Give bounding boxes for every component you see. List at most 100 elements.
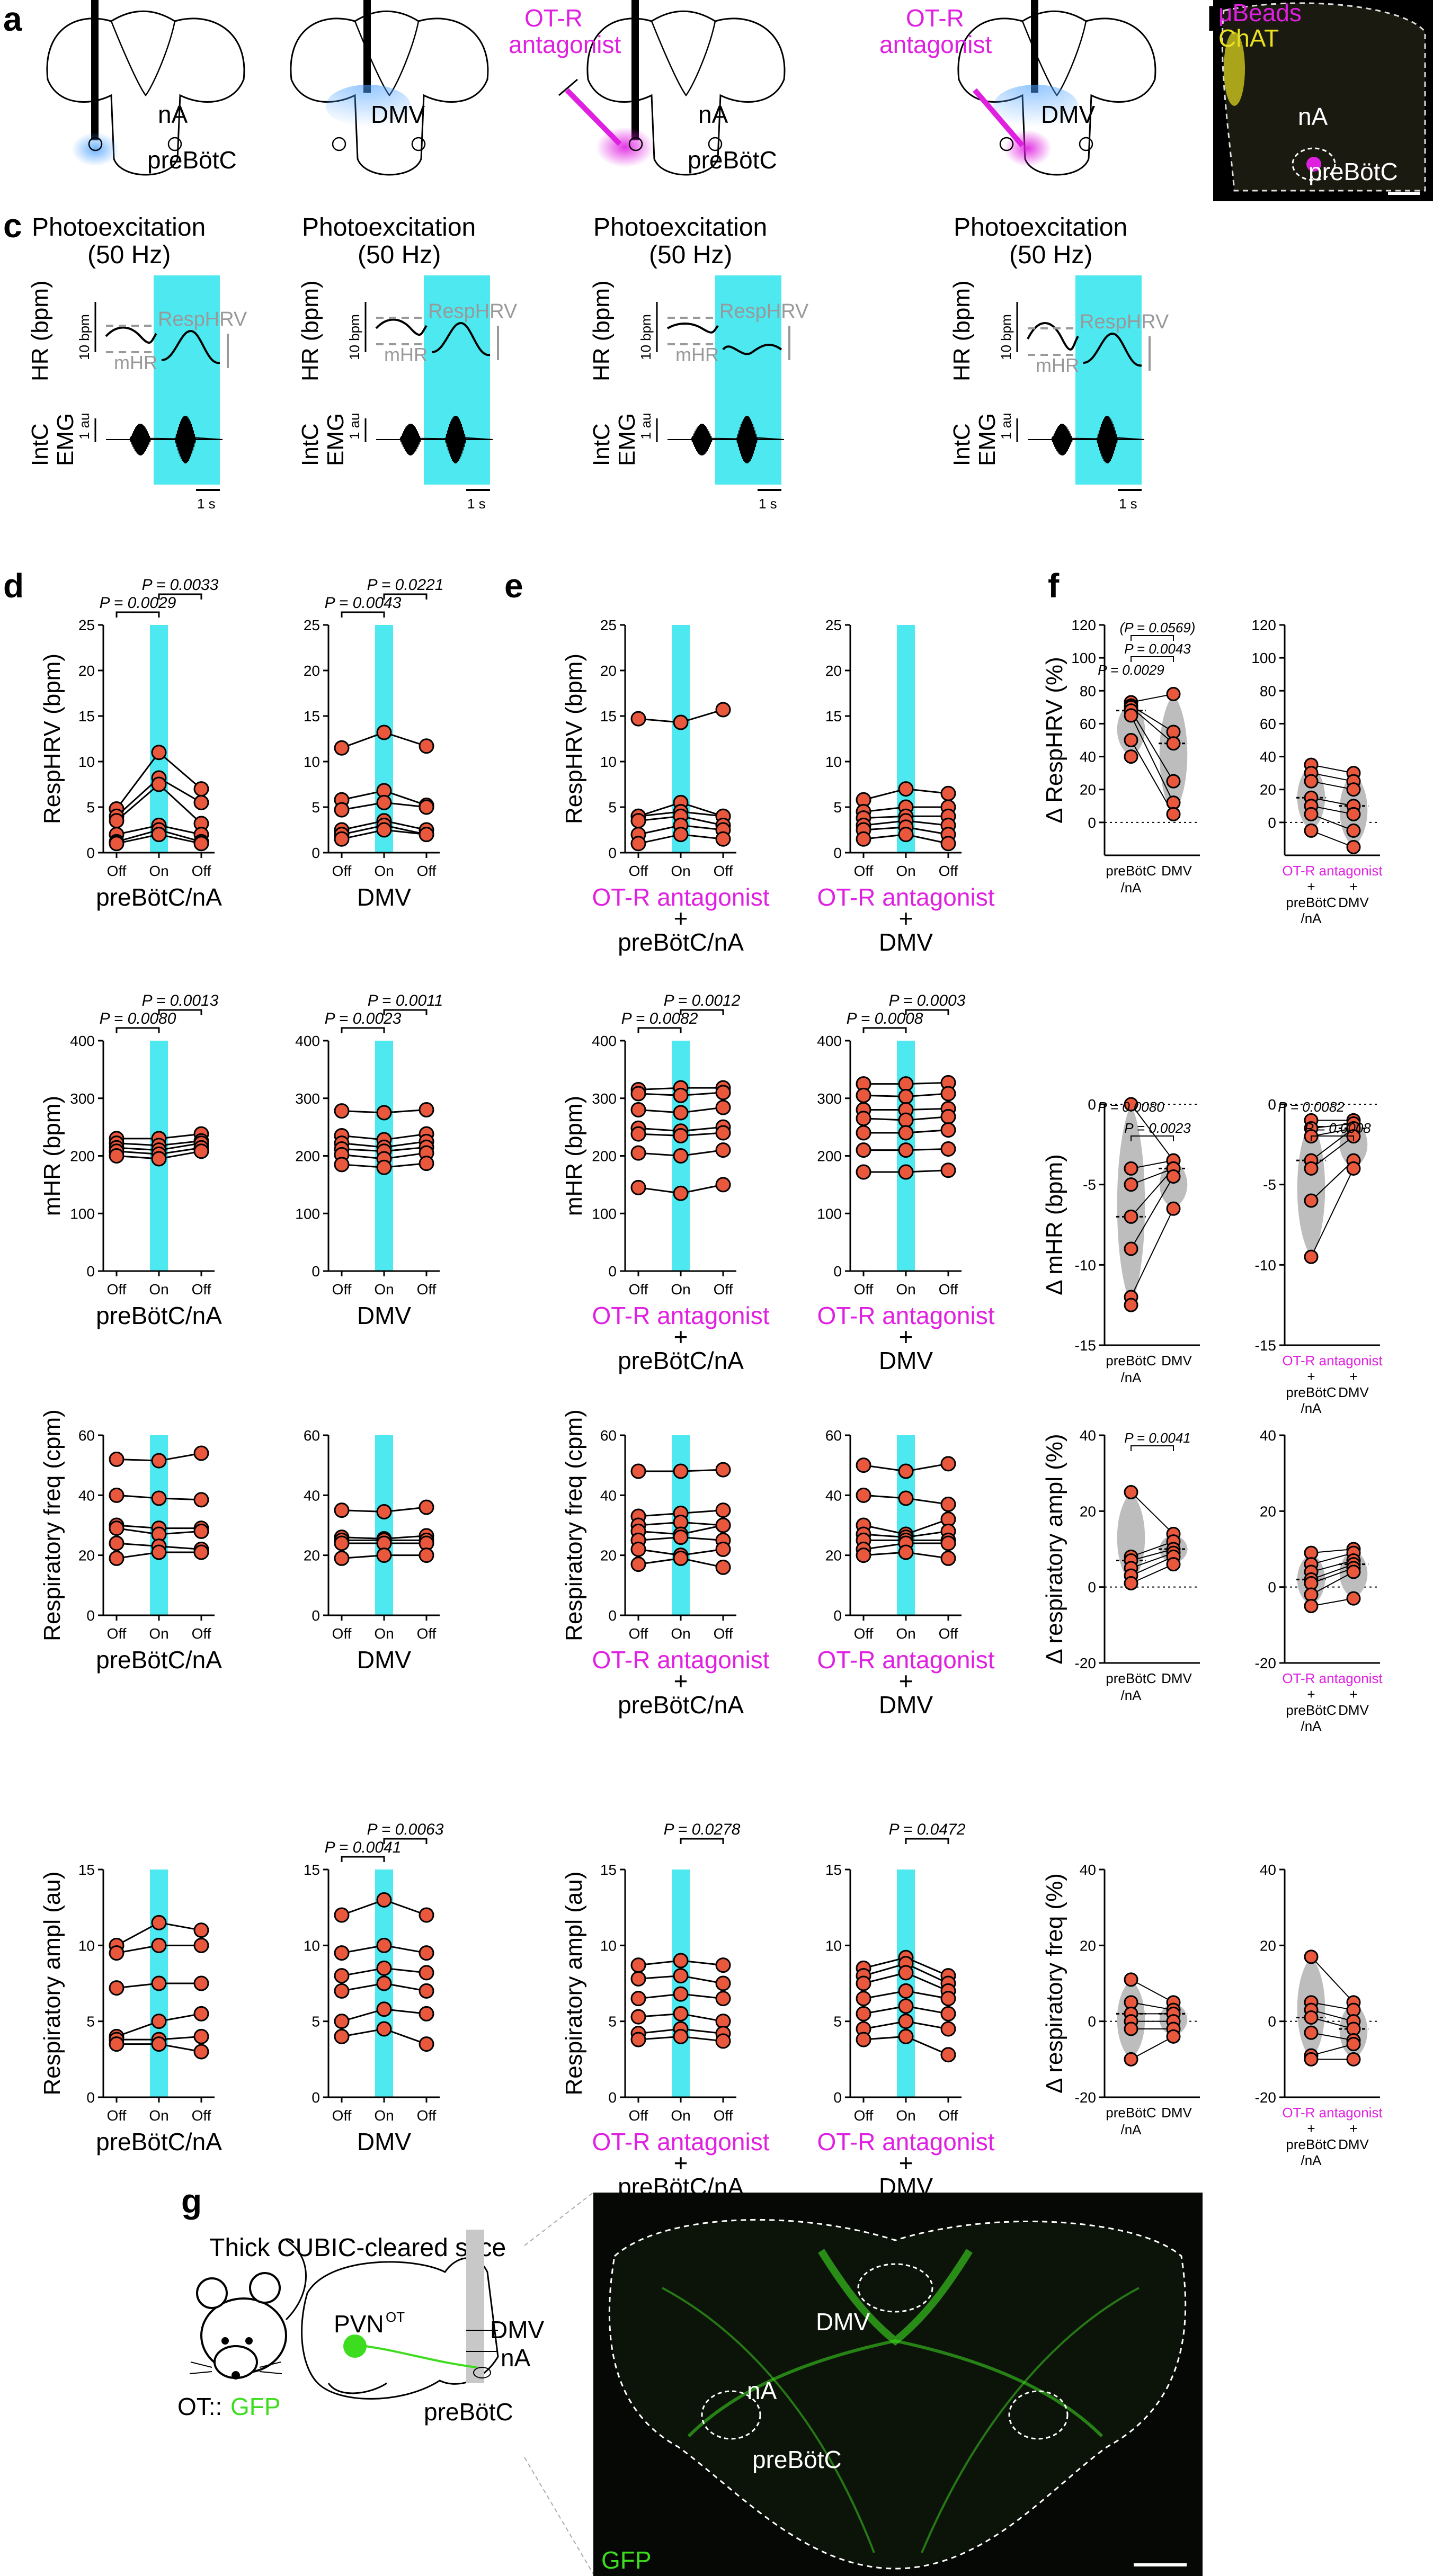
data-point <box>940 1550 956 1566</box>
data-point <box>376 1105 392 1121</box>
data-point <box>940 1122 956 1138</box>
data-point <box>1124 708 1138 723</box>
p-value-label: P = 0.0029 <box>1098 662 1164 678</box>
p-value-label: (P = 0.0569) <box>1120 620 1196 636</box>
data-point <box>109 1980 124 1996</box>
y-tick-label: 200 <box>295 1148 320 1165</box>
data-point <box>419 1907 434 1923</box>
y-tick-label: 0 <box>1088 2014 1096 2030</box>
data-point <box>898 1544 914 1560</box>
data-point <box>940 836 956 852</box>
data-point <box>630 711 646 727</box>
data-point <box>1124 1161 1138 1176</box>
g-prebotc-label: preBötC <box>424 2398 513 2426</box>
x-label-prebotc: preBötC <box>1106 1353 1156 1368</box>
violin-shape <box>1159 1160 1188 1209</box>
data-point <box>193 1922 209 1938</box>
x-label-plus: + <box>1349 1368 1357 1384</box>
data-point <box>1304 1949 1319 1964</box>
y-tick-label: 5 <box>86 799 95 816</box>
y-tick-label: 15 <box>304 1862 320 1878</box>
pair-line <box>1311 1128 1354 1137</box>
y-tick-label: 200 <box>817 1148 842 1165</box>
data-point <box>898 1125 914 1141</box>
x-tick-label: On <box>149 1281 168 1298</box>
data-point <box>193 2044 209 2060</box>
p-value-label: P = 0.0221 <box>367 576 444 594</box>
y-tick-label: 100 <box>817 1205 842 1222</box>
data-point <box>1124 1177 1138 1192</box>
g-mouse-label: OT:: <box>177 2393 222 2420</box>
y-tick-label: -10 <box>1255 1257 1276 1273</box>
pair-line <box>1311 1128 1354 1161</box>
pair-line <box>1131 1563 1174 1584</box>
x-label-plus: + <box>1307 2121 1315 2136</box>
data-point <box>193 1445 209 1461</box>
x-label-plus: + <box>1307 1368 1315 1384</box>
c-mhr-label: mHR <box>675 344 719 365</box>
violin-shape <box>1117 1104 1145 1305</box>
data-point <box>715 1125 731 1141</box>
p-value-label: P = 0.0063 <box>367 1821 444 1838</box>
b-chat-label: ChAT <box>1218 24 1279 52</box>
x-tick-label: On <box>671 1281 690 1298</box>
c-resphrv-label: RespHRV <box>719 300 809 323</box>
y-tick-label: 80 <box>1080 683 1096 699</box>
pair-line <box>1311 1168 1354 1257</box>
data-point <box>1346 782 1361 797</box>
data-point <box>151 1544 167 1560</box>
pair-line <box>1131 1552 1174 1569</box>
x-tick-label: Off <box>714 2107 733 2124</box>
antagonist-label: OT-R antagonist <box>592 1646 770 1674</box>
antagonist-label: OT-R antagonist <box>817 1302 995 1329</box>
pair-line <box>1131 1176 1174 1249</box>
data-point <box>898 2014 914 2029</box>
p-value-label: P = 0.0008 <box>1304 1120 1371 1136</box>
y-tick-label: 120 <box>1251 617 1276 633</box>
data-point <box>334 1502 350 1518</box>
data-point <box>1346 839 1361 854</box>
x-label-dmv: DMV <box>1338 2136 1369 2152</box>
y-tick-label: 200 <box>70 1148 95 1165</box>
y-axis-label: Respiratory freq (cpm) <box>561 1409 587 1641</box>
x-tick-label: Off <box>629 1625 648 1642</box>
data-point <box>1346 2052 1361 2067</box>
y-tick-label: 100 <box>295 1205 320 1222</box>
x-label-plus: + <box>1349 2121 1357 2136</box>
pair-line <box>1131 1549 1174 1561</box>
x-tick-label: On <box>374 2107 394 2124</box>
gm-prebotc-label: preBötC <box>752 2446 842 2473</box>
data-point <box>1166 736 1181 751</box>
c-title-line2: (50 Hz) <box>1009 241 1092 269</box>
significance-bracket <box>115 1027 160 1033</box>
pair-line <box>1311 1563 1354 1580</box>
data-point <box>1346 823 1361 838</box>
y-tick-label: 15 <box>78 1862 95 1878</box>
significance-bracket <box>1131 1135 1174 1141</box>
y-tick-label: 0 <box>608 1263 617 1280</box>
y-tick-label: 60 <box>825 1427 842 1444</box>
data-point <box>856 1111 871 1126</box>
condition-label: preBötC/nA <box>96 2128 222 2155</box>
x-tick-label: On <box>149 1625 168 1642</box>
y-axis-label: Δ respiratory freq (%) <box>1042 1873 1067 2094</box>
x-tick-label: Off <box>417 2107 437 2124</box>
data-point <box>856 2032 871 2047</box>
chart-e_ampl_prebotc: 0 5 10 15 Off On Off Respiratory ampl (au) OT-R … <box>561 1821 770 2201</box>
data-point <box>856 1457 871 1473</box>
x-label-prebotc: preBötC <box>1106 2105 1156 2121</box>
data-point <box>673 2006 689 2022</box>
x-tick-label: Off <box>854 1281 874 1298</box>
c-resphrv-label: RespHRV <box>1080 311 1169 333</box>
y-axis-label: Δ mHR (bpm) <box>1042 1154 1067 1295</box>
data-point <box>193 1937 209 1953</box>
pair-line <box>1311 1598 1354 1607</box>
data-point <box>673 1185 689 1201</box>
c-emg-label-1: IntC <box>949 423 975 466</box>
condition-label: DMV <box>879 1691 933 1719</box>
x-label-dmv: DMV <box>1161 1670 1192 1686</box>
y-tick-label: 20 <box>1260 1503 1276 1519</box>
data-point <box>109 1535 124 1551</box>
y-tick-label: 60 <box>1080 715 1096 732</box>
